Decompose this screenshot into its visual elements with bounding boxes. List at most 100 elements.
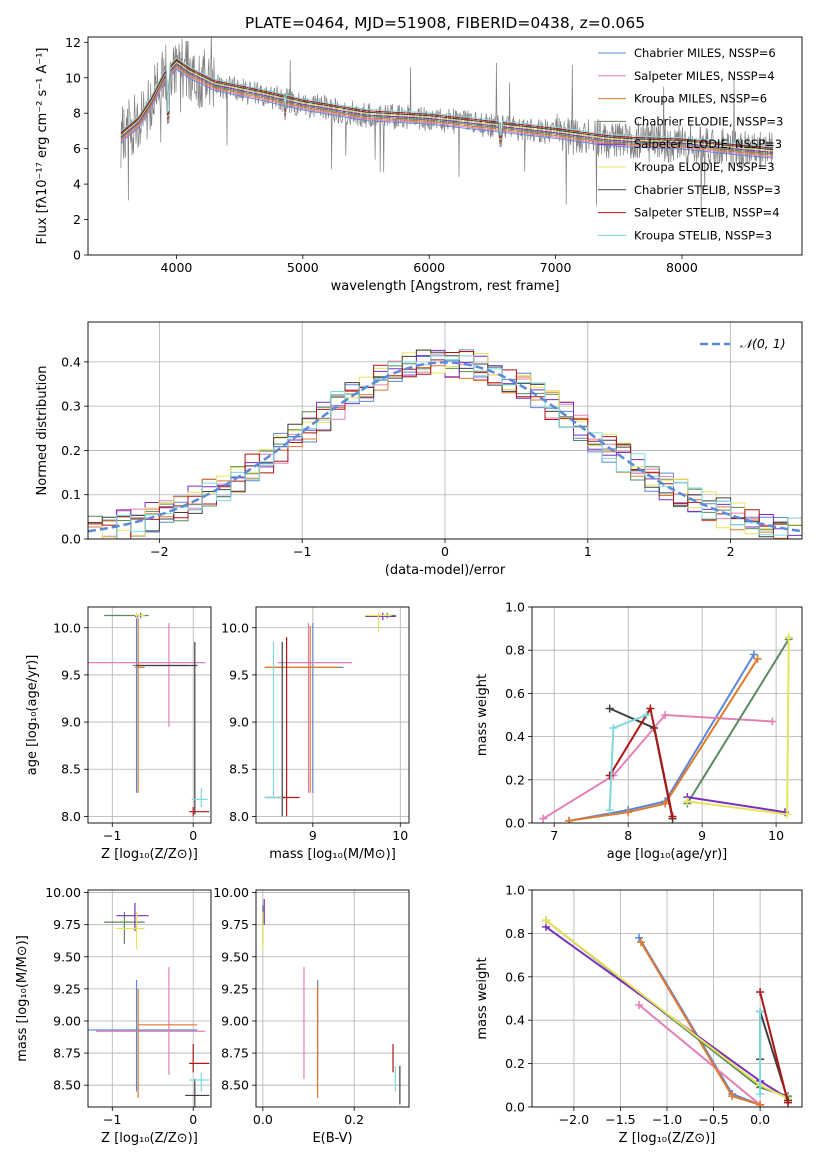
x-axis-label: Z [log₁₀(Z/Z⊙)] <box>101 847 198 862</box>
weight-point-marker <box>728 1092 737 1101</box>
weight-point-marker <box>635 1001 644 1010</box>
y-tick-label: 0.3 <box>61 399 81 414</box>
weight-series-line <box>687 796 786 814</box>
weight-series-line <box>568 653 755 822</box>
y-axis-label: age [log₁₀(age/yr)] <box>25 655 40 776</box>
x-tick-label: 7 <box>550 828 558 843</box>
legend-label: Chabrier MILES, NSSP=6 <box>634 46 776 60</box>
y-tick-label: 6 <box>73 141 81 156</box>
weight-point-marker <box>749 650 758 659</box>
y-tick-label: 0.8 <box>505 643 525 658</box>
x-tick-label: 5000 <box>287 260 319 275</box>
x-tick-label: 0.2 <box>344 1112 364 1127</box>
x-tick-label: −1 <box>103 1112 121 1127</box>
axes-frame <box>255 889 410 1108</box>
y-tick-label: 9.50 <box>53 949 81 964</box>
y-tick-label: 0.4 <box>61 354 81 369</box>
y-tick-label: 1.0 <box>505 600 525 615</box>
weight-point-marker <box>756 1007 765 1016</box>
axes-weight_vs_age: 7 8 9 10 0.0 0.2 0.4 0.6 0.8 1.0 age [log₁₀(age/yr… <box>475 600 803 862</box>
weight-point-marker <box>668 812 677 821</box>
x-tick-label: 0 <box>189 828 197 843</box>
plot-area-residuals <box>88 349 802 539</box>
plot-area-age_vs_Z <box>88 612 210 817</box>
y-tick-label: 1.0 <box>505 883 525 898</box>
model-spectrum-line <box>120 61 773 152</box>
axes-mass_vs_EBV: 0.0 0.2 8.50 8.75 9.00 9.25 9.50 9.75 10.00 E(B-V… <box>213 885 410 1146</box>
x-tick-label: 0.0 <box>750 1112 770 1127</box>
y-tick-label: 8.0 <box>229 809 249 824</box>
y-tick-label: 8.5 <box>61 762 81 777</box>
axes-frame <box>87 36 803 256</box>
x-tick-label: −2 <box>150 544 168 559</box>
weight-point-marker <box>642 711 651 719</box>
y-tick-label: 0.8 <box>505 926 525 941</box>
x-tick-label: 0.0 <box>253 1112 273 1127</box>
axes-frame <box>87 889 212 1108</box>
weight-series-line <box>686 638 790 805</box>
y-tick-label: 8.50 <box>221 1078 249 1093</box>
model-spectrum-line <box>120 65 773 156</box>
y-tick-label: 8.50 <box>53 1078 81 1093</box>
y-tick-label: 0.6 <box>505 686 525 701</box>
y-tick-label: 0.0 <box>505 1100 525 1115</box>
x-tick-label: 1 <box>584 544 592 559</box>
x-axis-label: wavelength [Angstrom, rest frame] <box>331 279 560 294</box>
y-tick-label: 4 <box>73 177 81 192</box>
y-tick-label: 0.4 <box>505 1013 525 1028</box>
y-tick-label: 0.2 <box>505 1056 525 1071</box>
weight-series-line <box>640 941 761 1106</box>
weight-series-line <box>568 658 759 822</box>
weight-point-marker <box>784 633 793 642</box>
weight-point-marker <box>609 723 618 732</box>
y-tick-label: 8.0 <box>61 809 81 824</box>
weight-point-marker <box>661 799 670 808</box>
y-axis-label: mass weight <box>475 957 490 1039</box>
y-tick-label: 9.5 <box>61 667 81 682</box>
plot-area-age_vs_mass <box>264 612 396 817</box>
legend-label: Chabrier ELODIE, NSSP=3 <box>634 114 783 128</box>
y-axis-label: mass [log₁₀(M/M⊙)] <box>15 935 30 1062</box>
weight-point-marker <box>635 933 644 942</box>
model-spectrum-line <box>120 68 773 159</box>
y-tick-label: 12 <box>65 35 81 50</box>
x-tick-label: 4000 <box>161 260 193 275</box>
x-axis-label: mass [log₁₀(M/M⊙)] <box>269 847 396 862</box>
weight-point-marker <box>636 938 645 947</box>
legend-label: Kroupa STELIB, NSSP=3 <box>634 228 772 242</box>
legend-label: Kroupa MILES, NSSP=6 <box>634 92 767 106</box>
weight-point-marker <box>753 654 762 663</box>
plot-area-mass_vs_EBV <box>262 898 401 1105</box>
weight-point-marker <box>661 711 670 719</box>
y-tick-label: 0.2 <box>505 772 525 787</box>
x-tick-label: −0.5 <box>698 1112 728 1127</box>
plot-area-weight_vs_age <box>539 633 793 823</box>
y-axis-label: Normed distribution <box>35 366 50 496</box>
legend-label: 𝒩(0, 1) <box>740 336 786 351</box>
x-axis-label: Z [log₁₀(Z/Z⊙)] <box>101 1131 198 1146</box>
plot-area-weight_vs_Z <box>541 916 793 1107</box>
y-tick-label: 9.50 <box>221 949 249 964</box>
x-tick-label: 8000 <box>666 260 698 275</box>
y-tick-label: 10.00 <box>213 885 249 900</box>
weight-point-marker <box>768 717 777 726</box>
x-tick-label: 6000 <box>413 260 445 275</box>
model-spectrum-line <box>120 64 773 155</box>
y-tick-label: 9.75 <box>221 917 249 932</box>
axes-age_vs_Z: −1 0 8.0 8.5 9.0 9.5 10.0 Z [log₁₀(Z/Z⊙)] age [l… <box>25 606 212 862</box>
legend-label: Salpeter ELODIE, NSSP=3 <box>634 137 782 151</box>
x-tick-label: 9 <box>309 828 317 843</box>
axes-weight_vs_Z: −2.0 −1.5 −1.0 −0.5 0.0 0.0 0.2 0.4 0.6 0.8 1.0 Z [… <box>475 883 803 1146</box>
x-tick-label: 7000 <box>540 260 572 275</box>
weight-point-marker <box>564 816 573 823</box>
x-tick-label: −1.0 <box>652 1112 682 1127</box>
y-tick-label: 8.75 <box>221 1046 249 1061</box>
legend-label: Salpeter STELIB, NSSP=4 <box>634 206 780 220</box>
model-spectrum-line <box>120 62 773 153</box>
x-tick-label: 8 <box>624 828 632 843</box>
model-spectrum-line <box>120 57 773 147</box>
axes-frame <box>87 606 212 824</box>
y-tick-label: 0.6 <box>505 969 525 984</box>
x-axis-label: Z [log₁₀(Z/Z⊙)] <box>619 1131 716 1146</box>
